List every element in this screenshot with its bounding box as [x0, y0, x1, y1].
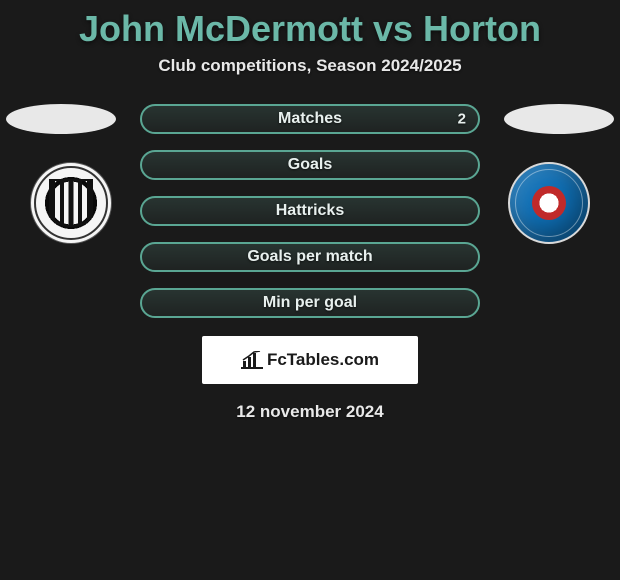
- attribution-badge[interactable]: FcTables.com: [202, 336, 418, 384]
- stat-label: Goals per match: [247, 248, 372, 266]
- stat-rows: Matches 2 Goals Hattricks Goals per matc…: [140, 104, 480, 318]
- stat-label: Hattricks: [276, 202, 344, 220]
- comparison-area: Matches 2 Goals Hattricks Goals per matc…: [0, 104, 620, 422]
- stat-label: Goals: [288, 156, 332, 174]
- stat-row-hattricks: Hattricks: [140, 196, 480, 226]
- player-right-stand: [504, 104, 614, 134]
- stat-row-min-per-goal: Min per goal: [140, 288, 480, 318]
- stat-row-matches: Matches 2: [140, 104, 480, 134]
- attribution-text: FcTables.com: [267, 350, 379, 370]
- subtitle: Club competitions, Season 2024/2025: [0, 56, 620, 76]
- stat-row-goals-per-match: Goals per match: [140, 242, 480, 272]
- stat-row-goals: Goals: [140, 150, 480, 180]
- stat-label: Matches: [278, 110, 342, 128]
- stat-label: Min per goal: [263, 294, 357, 312]
- club-badge-right: [508, 162, 590, 244]
- club-badge-left: [30, 162, 112, 244]
- stat-right-value: 2: [458, 111, 466, 128]
- bar-chart-icon: [241, 351, 263, 369]
- player-left-stand: [6, 104, 116, 134]
- page-title: John McDermott vs Horton: [0, 0, 620, 50]
- date-text: 12 november 2024: [0, 402, 620, 422]
